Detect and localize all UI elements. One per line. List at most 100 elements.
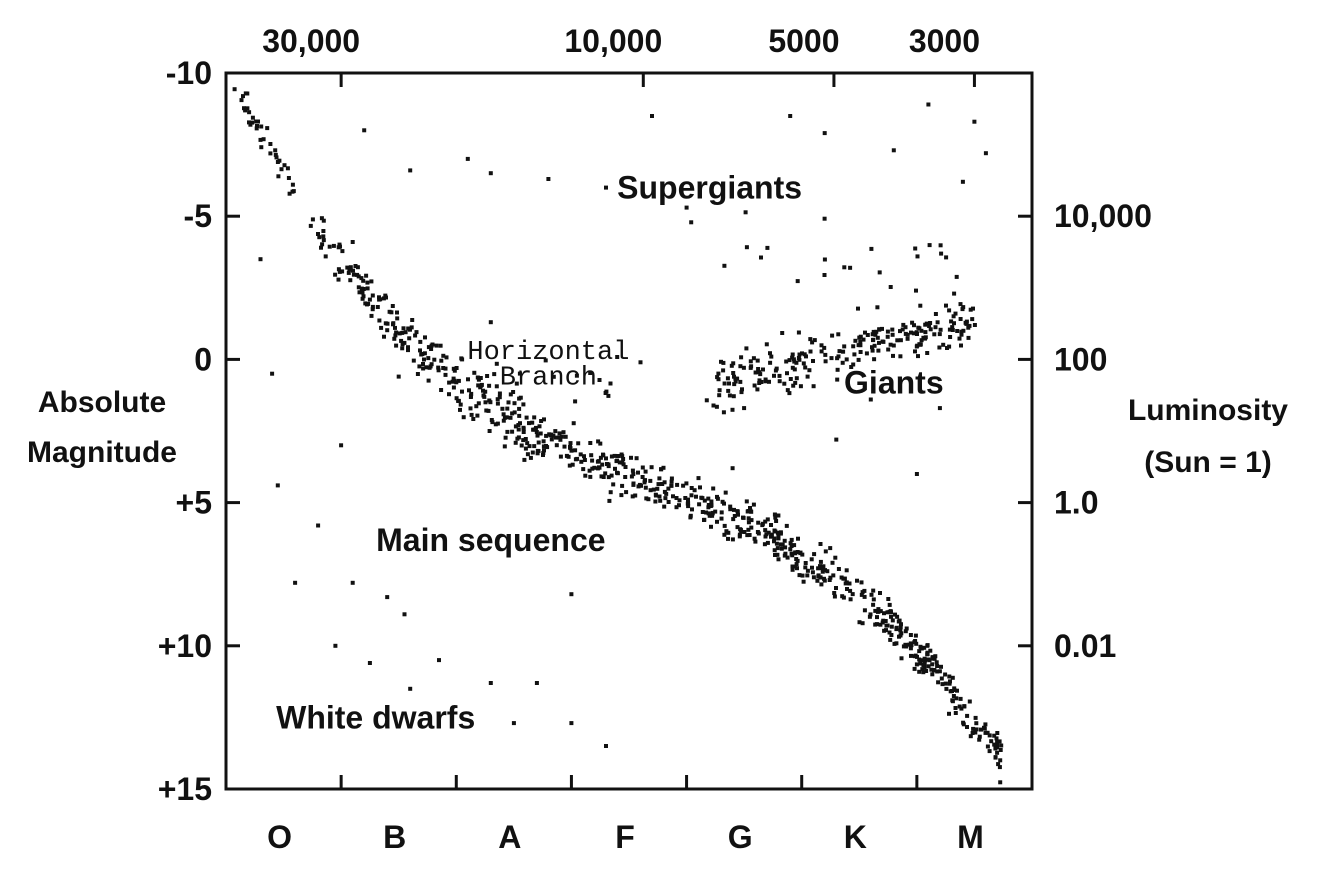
star-point xyxy=(751,356,756,361)
star-point xyxy=(730,407,735,412)
star-point xyxy=(393,325,397,330)
star-point xyxy=(937,345,942,350)
star-point xyxy=(788,114,793,118)
star-point xyxy=(321,238,326,243)
star-point xyxy=(488,681,493,685)
star-point xyxy=(908,633,913,637)
star-point xyxy=(525,452,530,457)
star-point xyxy=(979,727,983,732)
star-point xyxy=(945,346,949,350)
star-point xyxy=(992,742,997,747)
star-point xyxy=(282,163,287,168)
star-point xyxy=(576,441,581,446)
star-point xyxy=(429,362,434,367)
star-point xyxy=(772,528,777,533)
star-point xyxy=(739,529,744,534)
star-point xyxy=(993,755,998,760)
star-point xyxy=(882,611,886,616)
star-point xyxy=(564,453,569,458)
region-annotations: Supergiants Giants Main sequence White dwar… xyxy=(276,170,943,736)
star-point xyxy=(615,470,619,475)
star-point xyxy=(917,669,922,674)
star-point xyxy=(810,565,814,570)
star-point xyxy=(588,474,593,479)
star-point xyxy=(894,641,899,646)
star-point xyxy=(863,330,867,335)
star-point xyxy=(808,349,813,354)
star-point xyxy=(822,216,827,221)
star-point xyxy=(948,335,953,339)
star-point xyxy=(765,540,770,545)
star-point xyxy=(820,569,825,574)
star-point xyxy=(611,482,616,487)
star-point xyxy=(894,625,899,630)
star-point xyxy=(871,597,876,602)
left-tick-label: +10 xyxy=(158,628,212,664)
star-point xyxy=(519,443,524,448)
star-point xyxy=(939,664,943,669)
star-point xyxy=(848,265,853,270)
star-point xyxy=(964,321,969,326)
star-point xyxy=(551,433,556,438)
star-point xyxy=(868,612,873,617)
star-point xyxy=(964,319,969,324)
star-point xyxy=(458,407,462,412)
star-point xyxy=(972,323,977,327)
star-point xyxy=(360,296,365,301)
star-point xyxy=(878,591,882,595)
star-point xyxy=(719,516,724,521)
star-point xyxy=(782,538,787,543)
star-point xyxy=(655,486,660,491)
star-point xyxy=(868,397,873,402)
star-point xyxy=(850,592,855,597)
star-point xyxy=(933,312,938,316)
star-point xyxy=(765,517,770,522)
star-point xyxy=(888,285,893,289)
star-point xyxy=(640,465,645,470)
star-point xyxy=(413,333,418,338)
star-point xyxy=(912,654,917,659)
star-point xyxy=(424,365,429,370)
star-point xyxy=(488,171,493,176)
star-point xyxy=(661,465,666,470)
star-point xyxy=(719,359,723,364)
star-point xyxy=(621,457,626,461)
star-point xyxy=(790,564,795,569)
star-point xyxy=(974,721,979,726)
star-point xyxy=(810,570,815,575)
star-point xyxy=(753,370,758,375)
star-point xyxy=(739,355,744,360)
star-point xyxy=(953,311,958,316)
star-point xyxy=(876,607,881,612)
star-point xyxy=(500,406,505,411)
star-point xyxy=(803,565,808,570)
star-point xyxy=(917,657,922,662)
star-point xyxy=(394,330,399,335)
star-point xyxy=(839,575,844,580)
star-point xyxy=(875,305,880,310)
star-point xyxy=(798,384,803,389)
star-point xyxy=(686,501,691,506)
star-point xyxy=(772,373,776,378)
star-point xyxy=(837,349,842,354)
star-point xyxy=(319,245,323,250)
star-point xyxy=(891,343,896,348)
star-point xyxy=(938,243,943,248)
star-point xyxy=(501,418,506,423)
star-point xyxy=(812,338,817,343)
star-point xyxy=(951,314,956,319)
star-point xyxy=(827,578,832,582)
star-point xyxy=(320,242,325,247)
star-point xyxy=(977,734,982,739)
star-point xyxy=(729,363,734,368)
star-point xyxy=(511,390,516,394)
star-point xyxy=(807,368,812,373)
star-point xyxy=(677,503,681,508)
star-point xyxy=(870,345,874,350)
star-point xyxy=(411,358,416,363)
star-point xyxy=(732,382,737,387)
star-point xyxy=(779,546,784,551)
star-point xyxy=(630,494,635,499)
star-point xyxy=(709,524,713,529)
star-point xyxy=(532,415,537,420)
